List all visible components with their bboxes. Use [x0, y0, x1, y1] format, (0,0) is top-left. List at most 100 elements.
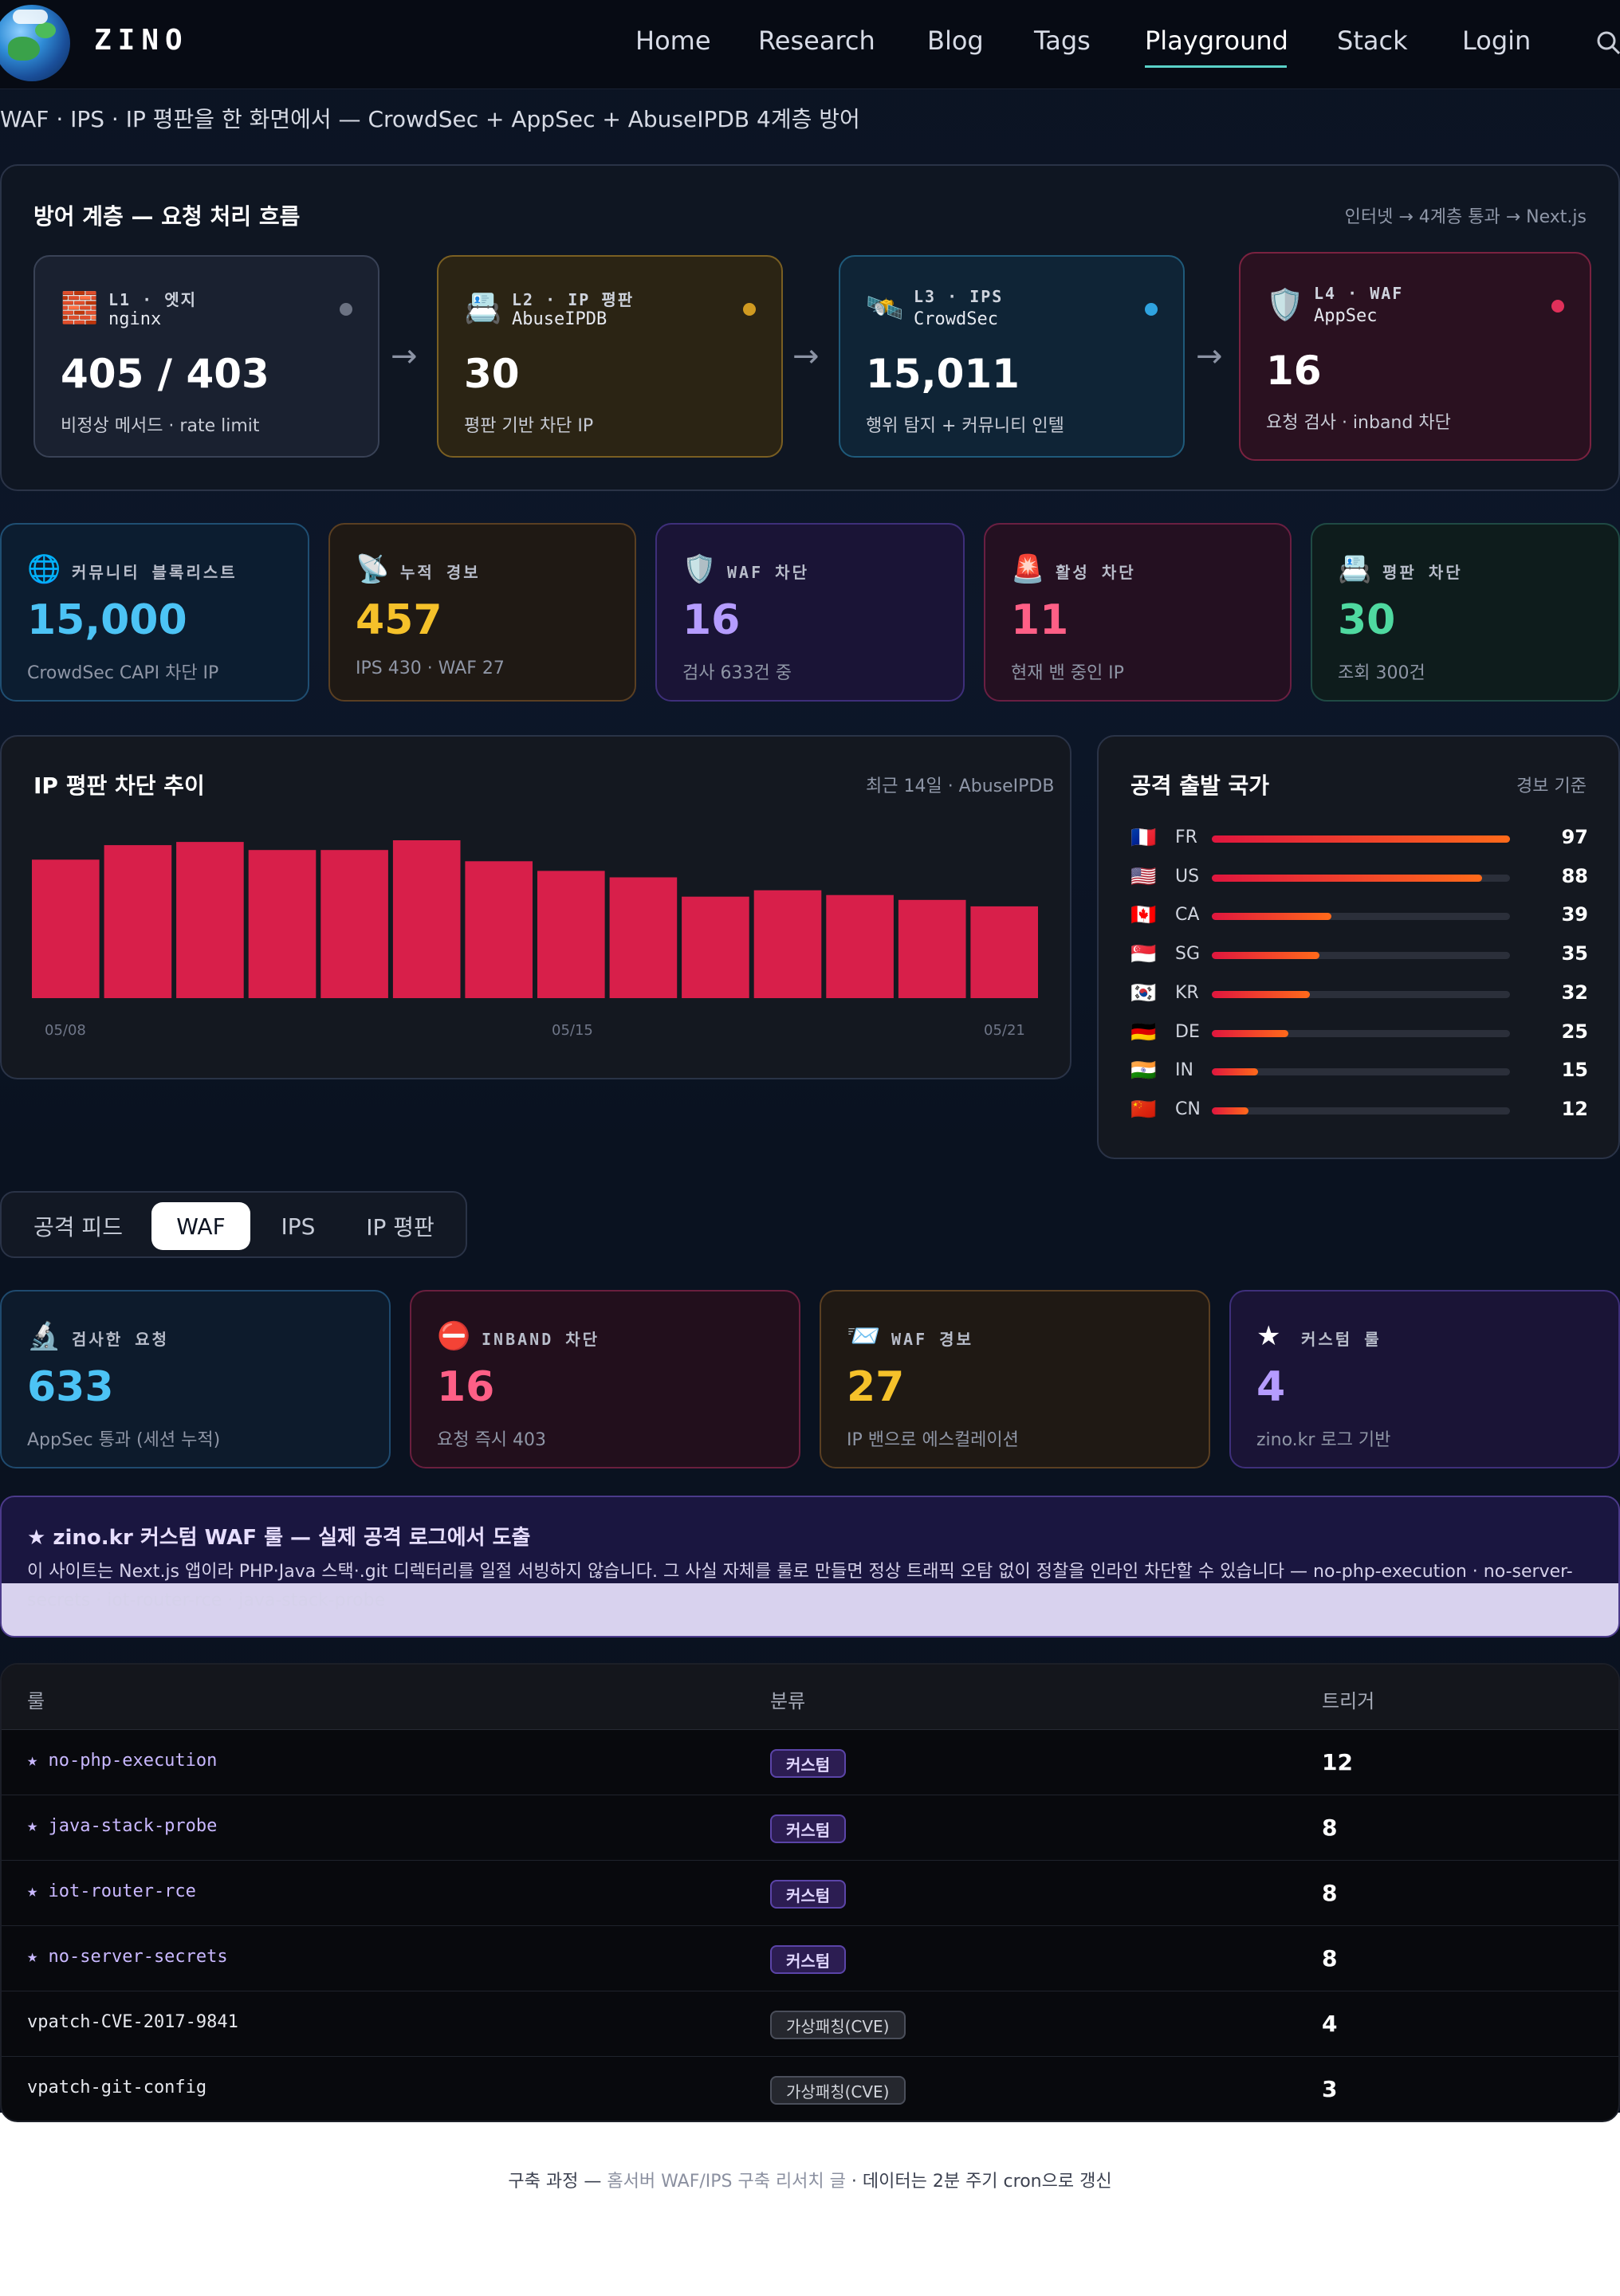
countries-title: 공격 출발 국가	[1130, 773, 1270, 799]
country-code: SG	[1175, 944, 1201, 965]
bar-05/20[interactable]	[898, 899, 966, 998]
stat-label: INBAND 차단	[482, 1330, 600, 1349]
globe-logo-icon[interactable]	[0, 5, 70, 81]
country-bar-track	[1212, 874, 1510, 882]
active-nav-indicator	[1145, 65, 1287, 68]
layer-desc: 비정상 메서드 · rate limit	[61, 416, 260, 436]
banner-text: 이 사이트는 Next.js 앱이라 PHP·Java 스택·.git 디렉터리…	[27, 1562, 1573, 1610]
layer-card-ips[interactable]: 🛰️ L3 · IPS CrowdSec 15,011 행위 탐지 + 커뮤니티…	[839, 255, 1185, 458]
stat-desc: 요청 즉시 403	[437, 1430, 546, 1450]
country-row-in: 🇮🇳 IN 15	[1130, 1056, 1588, 1087]
nav-link-blog[interactable]: Blog	[927, 26, 984, 56]
trigger-count: 8	[1322, 1814, 1338, 1841]
bar-05/19[interactable]	[826, 894, 894, 998]
stat-value: 4	[1256, 1363, 1286, 1411]
bar-05/17[interactable]	[682, 896, 749, 998]
stat-desc: IPS 430 · WAF 27	[356, 659, 505, 678]
table-row[interactable]: ★ java-stack-probe 커스텀 8	[2, 1795, 1618, 1861]
layer-card-waf[interactable]: 🛡️ L4 · WAF AppSec 16 요청 검사 · inband 차단	[1239, 252, 1591, 461]
country-value: 35	[1561, 942, 1588, 965]
table-row[interactable]: ★ iot-router-rce 커스텀 8	[2, 1861, 1618, 1926]
brand-name[interactable]: ZINO	[94, 24, 189, 57]
flag-icon: 🇨🇦	[1130, 903, 1157, 928]
trigger-count: 12	[1322, 1749, 1353, 1775]
country-bar-fill	[1212, 1068, 1258, 1076]
stat-value: 27	[847, 1363, 905, 1411]
country-row-sg: 🇸🇬 SG 35	[1130, 939, 1588, 971]
layer-card-edge[interactable]: 🧱 L1 · 엣지 nginx 405 / 403 비정상 메서드 · rate…	[33, 255, 379, 458]
bar-05/18[interactable]	[753, 890, 822, 998]
rule-name: vpatch-CVE-2017-9841	[27, 2012, 238, 2032]
stat-label: 평판 차단	[1382, 563, 1463, 582]
rule-name: ★ no-server-secrets	[27, 1947, 228, 1967]
flag-icon: 🇰🇷	[1130, 981, 1157, 1005]
column-header-category[interactable]: 분류	[770, 1690, 806, 1712]
bar-05/13[interactable]	[392, 840, 461, 998]
stat-value: 16	[437, 1363, 495, 1411]
waf-stat-inband-blocks[interactable]: ⛔ INBAND 차단 16 요청 즉시 403	[410, 1290, 800, 1468]
table-row[interactable]: ★ no-php-execution 커스텀 12	[2, 1730, 1618, 1795]
rule-name: ★ iot-router-rce	[27, 1881, 196, 1901]
bar-05/14[interactable]	[465, 861, 533, 998]
tab-ips[interactable]: IPS	[281, 1213, 316, 1240]
country-bar-fill	[1212, 913, 1332, 921]
waf-stat-custom-rules[interactable]: ★ 커스텀 룰 4 zino.kr 로그 기반	[1229, 1290, 1620, 1468]
bar-05/12[interactable]	[320, 850, 388, 998]
search-icon[interactable]	[1596, 30, 1620, 54]
stat-card-community-blocklist[interactable]: 🌐 커뮤니티 블록리스트 15,000 CrowdSec CAPI 차단 IP	[0, 523, 309, 702]
nav-link-home[interactable]: Home	[635, 26, 711, 56]
section-tabs: 공격 피드 WAF IPS IP 평판	[0, 1191, 467, 1258]
rule-name: vpatch-git-config	[27, 2078, 207, 2097]
bar-05/11[interactable]	[248, 850, 317, 998]
layer-card-reputation[interactable]: 📇 L2 · IP 평판 AbuseIPDB 30 평판 기반 차단 IP	[437, 255, 783, 458]
tab-waf[interactable]: WAF	[151, 1202, 250, 1250]
tab-attack-feed[interactable]: 공격 피드	[33, 1214, 123, 1240]
layer-value: 16	[1266, 348, 1322, 394]
status-dot	[1551, 300, 1564, 313]
category-badge: 커스텀	[770, 1880, 847, 1909]
nav-link-research[interactable]: Research	[758, 26, 875, 56]
bar-05/08[interactable]	[32, 859, 100, 998]
table-row[interactable]: ★ no-server-secrets 커스텀 8	[2, 1926, 1618, 1991]
nav-link-stack[interactable]: Stack	[1337, 26, 1408, 56]
layer-desc: 요청 검사 · inband 차단	[1266, 413, 1451, 433]
stat-card-waf-blocks[interactable]: 🛡️ WAF 차단 16 검사 633건 중	[655, 523, 965, 702]
microscope-icon: 🔬	[27, 1320, 61, 1352]
category-badge: 커스텀	[770, 1814, 847, 1843]
bar-05/10[interactable]	[176, 842, 244, 998]
tab-ip-reputation[interactable]: IP 평판	[366, 1214, 434, 1240]
bar-05/15[interactable]	[537, 871, 605, 998]
bar-05/09[interactable]	[104, 845, 172, 998]
column-header-rule[interactable]: 룰	[27, 1690, 45, 1712]
bar-05/21[interactable]	[970, 906, 1038, 998]
stat-card-cumulative-alerts[interactable]: 📡 누적 경보 457 IPS 430 · WAF 27	[328, 523, 636, 702]
stat-value: 11	[1011, 596, 1069, 644]
country-bar-track	[1212, 913, 1510, 921]
flag-icon: 🇫🇷	[1130, 826, 1157, 850]
table-row[interactable]: vpatch-git-config 가상패칭(CVE) 3	[2, 2057, 1618, 2121]
nav-link-tags[interactable]: Tags	[1034, 26, 1091, 56]
table-row[interactable]: vpatch-CVE-2017-9841 가상패칭(CVE) 4	[2, 1991, 1618, 2057]
stat-label: 활성 차단	[1056, 563, 1136, 582]
footer-research-link[interactable]: 홈서버 WAF/IPS 구축 리서치 글	[607, 2172, 846, 2192]
layer-tag: L3 · IPS	[914, 287, 1004, 306]
waf-stat-alerts[interactable]: 📨 WAF 경보 27 IP 밴으로 에스컬레이션	[820, 1290, 1210, 1468]
column-header-triggers[interactable]: 트리거	[1322, 1690, 1375, 1712]
arrow-right-icon: →	[792, 338, 820, 375]
stat-card-reputation-blocks[interactable]: 📇 평판 차단 30 조회 300건	[1311, 523, 1620, 702]
waf-stat-inspected[interactable]: 🔬 검사한 요청 633 AppSec 통과 (세션 누적)	[0, 1290, 391, 1468]
layer-desc: 평판 기반 차단 IP	[464, 416, 594, 436]
arrow-right-icon: →	[391, 338, 418, 375]
layer-tag: L2 · IP 평판	[512, 290, 635, 309]
stat-value: 16	[682, 596, 741, 644]
country-bar-track	[1212, 835, 1510, 843]
stat-card-active-bans[interactable]: 🚨 활성 차단 11 현재 밴 중인 IP	[984, 523, 1292, 702]
nav-link-login[interactable]: Login	[1462, 26, 1532, 56]
country-value: 39	[1561, 903, 1588, 926]
layer-tag: L4 · WAF	[1314, 284, 1404, 303]
stat-desc: 조회 300건	[1338, 663, 1425, 683]
country-value: 32	[1561, 981, 1588, 1004]
stat-value: 633	[27, 1363, 114, 1411]
nav-link-playground[interactable]: Playground	[1145, 26, 1288, 56]
bar-05/16[interactable]	[609, 877, 678, 999]
